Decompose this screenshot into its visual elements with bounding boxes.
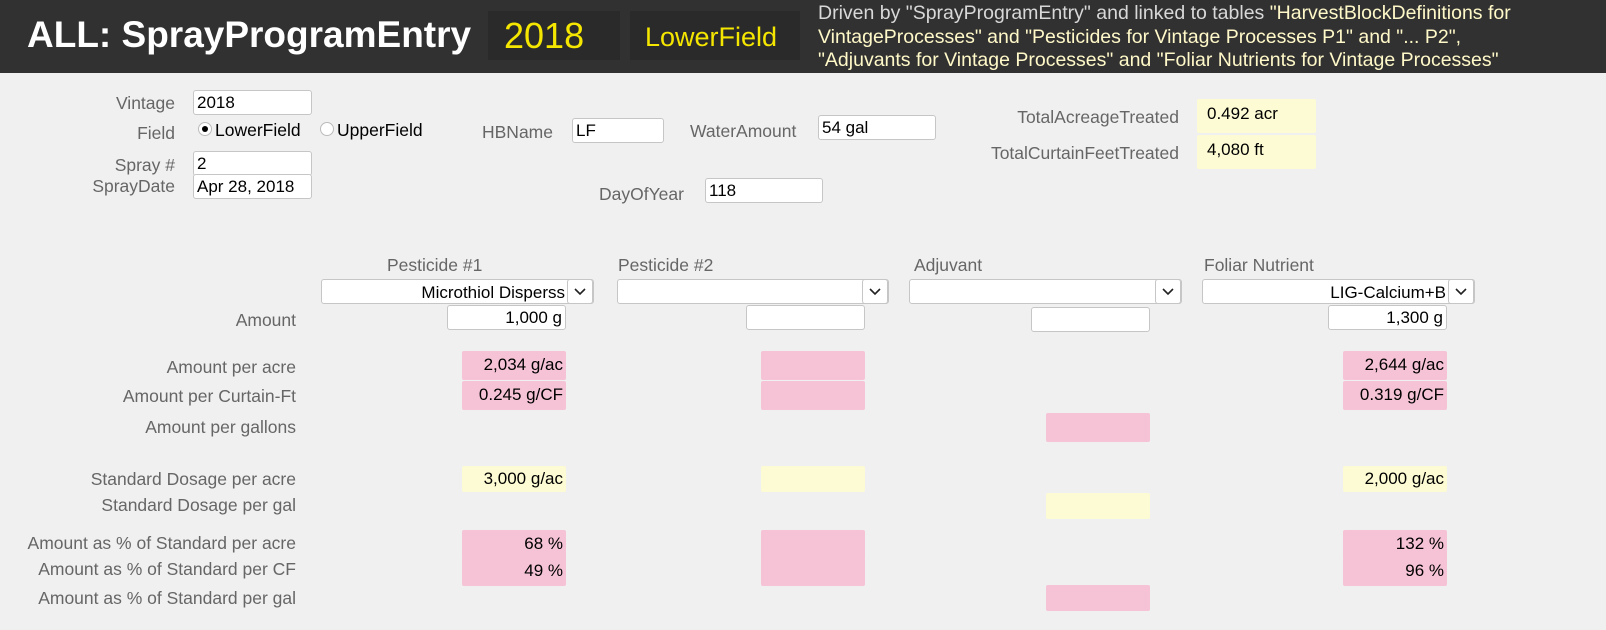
pesticide1-pct-cf: 49 % bbox=[462, 557, 566, 586]
adjuvant-amount-field[interactable] bbox=[1031, 307, 1150, 332]
total-acreage-label: TotalAcreageTreated bbox=[1017, 107, 1179, 127]
field-option-lowerfield[interactable]: LowerField bbox=[215, 120, 301, 140]
foliar-select-value: LIG-Calcium+B bbox=[1330, 283, 1446, 302]
dayofyear-field[interactable]: 118 bbox=[705, 178, 823, 203]
header-description: Driven by "SprayProgramEntry" and linked… bbox=[818, 2, 1606, 73]
adjuvant-std-gal bbox=[1046, 493, 1150, 519]
pesticide2-per-acre bbox=[761, 351, 865, 380]
column-header-pesticide1: Pesticide #1 bbox=[387, 255, 483, 275]
pesticide1-amount-field[interactable]: 1,000 g bbox=[447, 305, 566, 330]
description-line1-a: Driven by "SprayProgramEntry" and linked… bbox=[818, 2, 1270, 24]
chevron-down-icon[interactable] bbox=[862, 279, 888, 304]
row-label-pct-gal: Amount as % of Standard per gal bbox=[38, 588, 296, 608]
pesticide1-per-acre: 2,034 g/ac bbox=[462, 351, 566, 380]
description-line2: VintageProcesses" and "Pesticides for Vi… bbox=[818, 25, 1462, 48]
foliar-std-acre: 2,000 g/ac bbox=[1343, 466, 1447, 492]
row-label-per-gal: Amount per gallons bbox=[145, 417, 296, 437]
field-label: Field bbox=[137, 123, 175, 143]
hbname-field[interactable]: LF bbox=[572, 118, 664, 143]
field-option-upperfield[interactable]: UpperField bbox=[337, 120, 423, 140]
pesticide2-pct-cf bbox=[761, 557, 865, 586]
spray-number-label: Spray # bbox=[114, 155, 175, 175]
total-acreage-value: 0.492 acr bbox=[1197, 99, 1316, 133]
pesticide1-per-cf: 0.245 g/CF bbox=[462, 381, 566, 410]
pesticide2-per-cf bbox=[761, 381, 865, 410]
spray-number-field[interactable]: 2 bbox=[193, 151, 312, 176]
pesticide2-std-acre bbox=[761, 466, 865, 492]
year-text: 2018 bbox=[504, 15, 585, 56]
foliar-per-acre: 2,644 g/ac bbox=[1343, 351, 1447, 380]
pesticide2-select[interactable] bbox=[617, 279, 889, 304]
vintage-label: Vintage bbox=[115, 93, 175, 113]
pesticide2-pct-acre bbox=[761, 530, 865, 559]
adjuvant-per-gal bbox=[1046, 413, 1150, 442]
year-badge bbox=[488, 11, 620, 60]
field-text: LowerField bbox=[645, 22, 778, 52]
description-line3: "Adjuvants for Vintage Processes" and "F… bbox=[818, 49, 1499, 71]
pesticide2-amount-field[interactable] bbox=[746, 305, 865, 330]
row-label-std-acre: Standard Dosage per acre bbox=[90, 469, 296, 489]
total-curtain-label: TotalCurtainFeetTreated bbox=[990, 143, 1179, 163]
pesticide1-select[interactable]: Microthiol Disperss bbox=[321, 279, 594, 304]
pesticide1-std-acre: 3,000 g/ac bbox=[462, 466, 566, 492]
wateramount-field[interactable]: 54 gal bbox=[818, 115, 936, 140]
spraydate-field[interactable]: Apr 28, 2018 bbox=[193, 174, 312, 199]
radio-icon[interactable] bbox=[198, 122, 212, 136]
hbname-label: HBName bbox=[482, 122, 553, 142]
pesticide1-select-value: Microthiol Disperss bbox=[421, 283, 565, 302]
row-label-per-cf: Amount per Curtain-Ft bbox=[122, 386, 296, 406]
row-label-amount: Amount bbox=[235, 310, 296, 330]
vintage-field[interactable]: 2018 bbox=[193, 90, 312, 115]
column-header-adjuvant: Adjuvant bbox=[914, 255, 983, 275]
page-title: ALL: SprayProgramEntry bbox=[27, 14, 472, 55]
wateramount-label: WaterAmount bbox=[690, 121, 797, 141]
radio-icon[interactable] bbox=[320, 122, 334, 136]
row-label-pct-acre: Amount as % of Standard per acre bbox=[27, 533, 296, 553]
foliar-pct-acre: 132 % bbox=[1343, 530, 1447, 559]
chevron-down-icon[interactable] bbox=[1155, 279, 1181, 304]
chevron-down-icon[interactable] bbox=[1448, 279, 1474, 304]
dayofyear-label: DayOfYear bbox=[599, 184, 684, 204]
adjuvant-select[interactable] bbox=[909, 279, 1182, 304]
chevron-down-icon[interactable] bbox=[567, 279, 593, 304]
row-label-pct-cf: Amount as % of Standard per CF bbox=[38, 559, 296, 579]
foliar-pct-cf: 96 % bbox=[1343, 557, 1447, 586]
row-label-per-acre: Amount per acre bbox=[166, 357, 296, 377]
pesticide1-pct-acre: 68 % bbox=[462, 530, 566, 559]
foliar-select[interactable]: LIG-Calcium+B bbox=[1202, 279, 1475, 304]
row-label-std-gal: Standard Dosage per gal bbox=[101, 495, 296, 515]
total-curtain-value: 4,080 ft bbox=[1197, 135, 1316, 169]
foliar-per-cf: 0.319 g/CF bbox=[1343, 381, 1447, 410]
field-badge bbox=[630, 11, 800, 60]
adjuvant-pct-gal bbox=[1046, 585, 1150, 611]
header-bar bbox=[0, 0, 1606, 73]
spraydate-label: SprayDate bbox=[92, 176, 175, 196]
column-header-pesticide2: Pesticide #2 bbox=[618, 255, 714, 275]
foliar-amount-field[interactable]: 1,300 g bbox=[1328, 305, 1447, 330]
description-line1-b: "HarvestBlockDefinitions for bbox=[1269, 2, 1511, 24]
column-header-foliar: Foliar Nutrient bbox=[1204, 255, 1314, 275]
